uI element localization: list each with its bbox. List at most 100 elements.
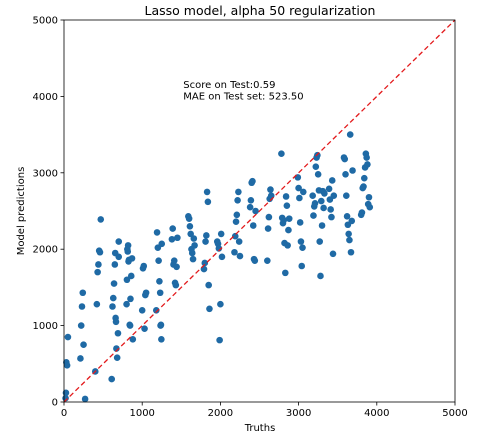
- data-point: [316, 238, 324, 245]
- data-point: [111, 261, 119, 268]
- data-point: [295, 184, 302, 192]
- data-point: [345, 230, 352, 238]
- data-point: [124, 248, 132, 255]
- data-point: [330, 192, 338, 200]
- data-point: [80, 341, 87, 349]
- data-point: [170, 257, 178, 264]
- data-point: [129, 336, 137, 343]
- data-point: [321, 190, 328, 197]
- data-point: [317, 272, 324, 280]
- data-point: [217, 300, 224, 308]
- data-point: [64, 333, 72, 341]
- data-point: [138, 307, 146, 314]
- data-point: [264, 225, 272, 232]
- data-point: [123, 300, 130, 308]
- data-point: [157, 321, 165, 329]
- data-point: [81, 395, 89, 403]
- data-point: [78, 303, 86, 310]
- data-point: [348, 217, 356, 225]
- data-point: [152, 307, 160, 314]
- data-point: [190, 235, 198, 242]
- data-point: [203, 232, 210, 239]
- annotation-text: Score on Test:0.59: [183, 80, 275, 91]
- data-point: [282, 269, 289, 277]
- plot-frame: [63, 19, 456, 403]
- data-point: [97, 216, 105, 223]
- data-point: [231, 232, 239, 240]
- data-point: [63, 362, 71, 369]
- data-point: [360, 183, 367, 190]
- data-point: [77, 355, 84, 362]
- data-point: [363, 154, 370, 161]
- data-point: [327, 206, 334, 213]
- y-axis-label: Model predictions: [16, 167, 27, 256]
- data-point: [346, 131, 354, 138]
- annotation-text: MAE on Test set: 523.50: [183, 91, 303, 102]
- data-point: [346, 236, 353, 244]
- y-tick-label: 4000: [33, 92, 58, 103]
- data-point: [343, 213, 351, 220]
- data-point: [206, 305, 213, 313]
- data-point: [283, 202, 291, 209]
- data-point: [215, 245, 223, 252]
- data-point: [186, 222, 194, 230]
- data-point: [203, 188, 211, 196]
- data-point: [328, 213, 335, 221]
- data-point: [366, 203, 374, 211]
- data-point: [264, 257, 271, 264]
- data-point: [235, 238, 243, 245]
- plot-area: [62, 19, 456, 403]
- data-point: [218, 253, 226, 261]
- data-point: [155, 257, 162, 264]
- data-point: [172, 281, 180, 289]
- data-point: [114, 329, 122, 337]
- data-point: [141, 325, 148, 332]
- data-point: [156, 289, 164, 297]
- data-point: [299, 244, 306, 251]
- data-point: [265, 213, 273, 221]
- data-point: [249, 222, 257, 229]
- data-point: [280, 216, 288, 224]
- data-point: [191, 242, 198, 249]
- data-point: [95, 261, 102, 268]
- x-tick-label: 1000: [129, 408, 154, 419]
- chart-title: Lasso model, alpha 50 regularization: [145, 3, 376, 18]
- data-point: [311, 200, 319, 207]
- x-tick-label: 5000: [442, 408, 467, 419]
- data-point: [169, 225, 176, 232]
- data-point: [127, 272, 135, 280]
- y-tick-label: 5000: [33, 16, 58, 27]
- data-point: [299, 188, 307, 196]
- data-point: [189, 255, 197, 263]
- y-tick-label: 0: [52, 398, 58, 409]
- data-point: [79, 289, 87, 297]
- data-point: [158, 240, 166, 248]
- data-point: [110, 280, 118, 287]
- data-point: [278, 150, 285, 157]
- data-point: [282, 193, 290, 200]
- data-point: [231, 248, 238, 256]
- data-point: [284, 242, 291, 249]
- data-point: [77, 322, 85, 329]
- data-point: [246, 203, 254, 211]
- data-point: [364, 161, 371, 168]
- data-point: [126, 322, 134, 329]
- data-point: [168, 235, 176, 243]
- data-point: [318, 222, 326, 229]
- data-point: [123, 276, 131, 284]
- data-point: [115, 238, 123, 245]
- x-axis-label: Truths: [244, 423, 276, 434]
- data-point: [202, 238, 209, 245]
- data-point: [217, 230, 225, 238]
- data-point: [314, 171, 322, 178]
- data-point: [109, 294, 117, 302]
- reference-line: [63, 19, 456, 403]
- data-point: [325, 185, 333, 193]
- data-point: [205, 281, 212, 289]
- data-point: [127, 295, 134, 303]
- data-point: [140, 262, 148, 270]
- data-point: [108, 375, 116, 383]
- data-point: [113, 345, 120, 352]
- data-point: [109, 303, 116, 310]
